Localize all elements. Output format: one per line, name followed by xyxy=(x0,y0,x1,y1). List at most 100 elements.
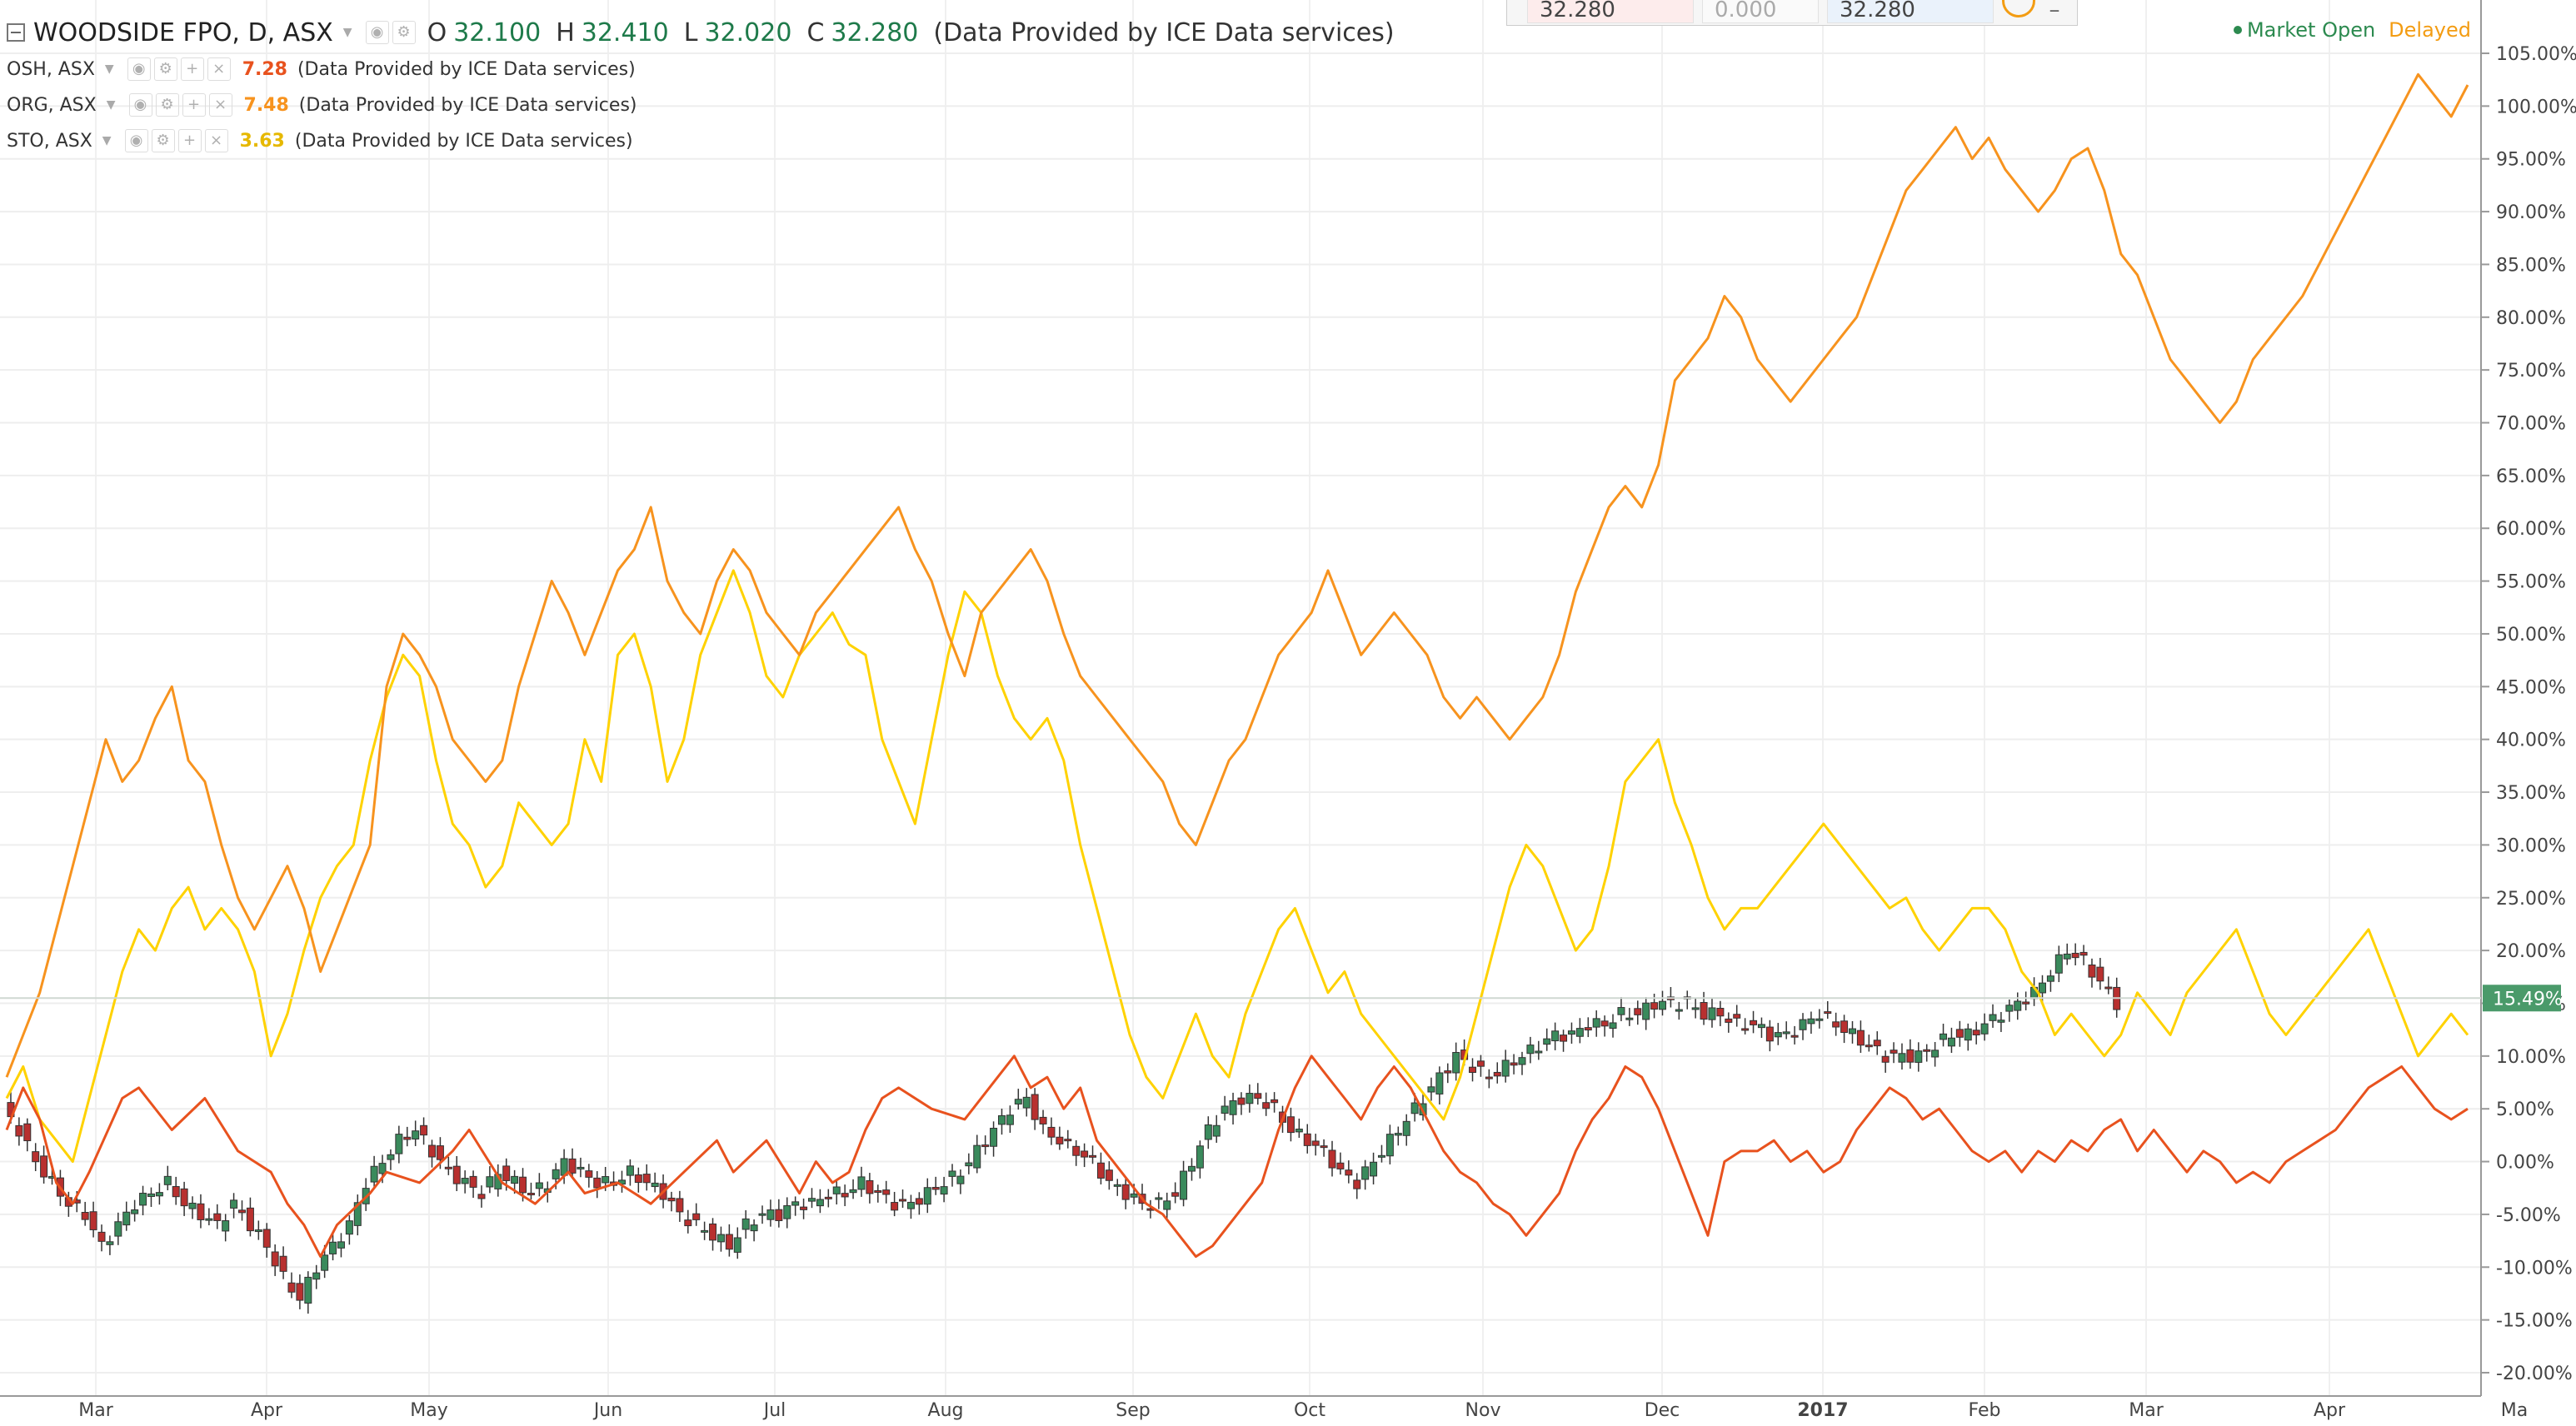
delayed-label[interactable]: Delayed xyxy=(2389,18,2471,42)
eye-icon[interactable]: ◉ xyxy=(124,129,148,152)
bid-value[interactable]: 32.280 xyxy=(1527,0,1694,23)
ring-icon[interactable] xyxy=(2002,0,2035,17)
candle xyxy=(1840,1015,1849,1044)
chevron-down-icon[interactable]: ▼ xyxy=(342,26,352,39)
candle-body xyxy=(1031,1094,1039,1120)
candle xyxy=(2104,976,2113,995)
candle-body xyxy=(1014,1099,1022,1104)
candle-body xyxy=(1765,1026,1774,1042)
candle-body xyxy=(1345,1169,1353,1176)
legend-symbol[interactable]: OSH, ASX xyxy=(7,58,95,80)
ask-value[interactable]: 32.280 xyxy=(1827,0,1994,23)
candle-body xyxy=(642,1174,651,1184)
candle xyxy=(1187,1158,1196,1181)
plus-icon[interactable]: + xyxy=(177,129,202,152)
candle xyxy=(1567,1022,1575,1045)
candle xyxy=(775,1199,783,1228)
plus-icon[interactable]: + xyxy=(182,93,206,117)
minus-icon[interactable]: – xyxy=(2049,0,2060,22)
candle-body xyxy=(709,1223,717,1241)
candle-body xyxy=(1840,1020,1849,1034)
candle xyxy=(1006,1105,1014,1133)
candle xyxy=(395,1125,403,1164)
gear-icon[interactable]: ⚙ xyxy=(392,21,416,44)
candle xyxy=(1072,1139,1081,1166)
candle xyxy=(1254,1083,1262,1105)
candle-body xyxy=(1947,1037,1955,1047)
candle xyxy=(353,1194,362,1236)
low-value: 32.020 xyxy=(704,17,792,47)
main-symbol[interactable]: WOODSIDE FPO, D, ASX xyxy=(33,17,333,47)
candle-body xyxy=(15,1124,23,1137)
candle xyxy=(1865,1035,1873,1052)
close-icon[interactable]: × xyxy=(207,57,231,81)
candle xyxy=(716,1226,725,1252)
gear-icon[interactable]: ⚙ xyxy=(153,57,177,81)
candle xyxy=(1427,1077,1435,1101)
candle-body xyxy=(1915,1050,1923,1063)
candle xyxy=(791,1196,800,1216)
gear-icon[interactable]: ⚙ xyxy=(155,93,179,117)
candle xyxy=(213,1204,222,1229)
x-tick-label: Jul xyxy=(762,1400,786,1421)
eye-icon[interactable]: ◉ xyxy=(127,57,151,81)
candle xyxy=(758,1205,766,1224)
candle xyxy=(262,1223,271,1258)
candle xyxy=(841,1184,849,1207)
candle xyxy=(345,1214,353,1245)
candle xyxy=(1469,1058,1477,1082)
candle xyxy=(882,1180,891,1204)
candle xyxy=(1750,1010,1758,1034)
price-axis[interactable]: -20.00% -15.00% -10.00% -5.00% 0.00% 5.00% 10.… xyxy=(2480,0,2576,1396)
gear-icon[interactable]: ⚙ xyxy=(151,129,175,152)
close-icon[interactable]: × xyxy=(204,129,228,152)
candle xyxy=(1560,1030,1568,1052)
candle-body xyxy=(651,1182,659,1188)
chevron-down-icon[interactable]: ▼ xyxy=(106,98,116,112)
candle-body xyxy=(1039,1116,1047,1124)
candle-body xyxy=(725,1234,733,1250)
candle xyxy=(1180,1160,1188,1207)
candle-body xyxy=(1650,1002,1659,1010)
candle-body xyxy=(1072,1145,1081,1156)
close-icon[interactable]: × xyxy=(208,93,232,117)
candle xyxy=(593,1171,602,1199)
candle-body xyxy=(213,1213,222,1221)
comparison-lines xyxy=(5,72,2469,1259)
candle-body xyxy=(1815,1018,1824,1021)
chevron-down-icon[interactable]: ▼ xyxy=(104,62,114,76)
candle xyxy=(965,1153,973,1174)
candle-body xyxy=(246,1207,254,1232)
candle-body xyxy=(97,1231,106,1242)
legend-symbol[interactable]: STO, ASX xyxy=(7,130,92,152)
x-tick-label: 2017 xyxy=(1797,1400,1848,1421)
close-key: C xyxy=(806,17,825,47)
candle xyxy=(287,1272,296,1299)
candle xyxy=(1089,1145,1097,1164)
candle-body xyxy=(1535,1050,1543,1054)
candle xyxy=(1370,1152,1378,1184)
eye-icon[interactable]: ◉ xyxy=(365,21,389,44)
candle-body xyxy=(502,1165,511,1181)
plus-icon[interactable]: + xyxy=(180,57,204,81)
candle-body xyxy=(345,1220,353,1235)
candle-body xyxy=(832,1186,841,1194)
candle xyxy=(1295,1118,1303,1138)
candle-body xyxy=(1047,1126,1056,1138)
candle xyxy=(197,1194,205,1229)
candle-body xyxy=(857,1176,866,1190)
legend-symbol[interactable]: ORG, ASX xyxy=(7,94,97,116)
candle-body xyxy=(1832,1021,1840,1028)
time-axis[interactable]: Mar Apr May Jun Jul Aug Sep Oct Nov Dec 2017 Feb Mar… xyxy=(0,1395,2528,1421)
candle-body xyxy=(1237,1097,1246,1105)
chevron-down-icon[interactable]: ▼ xyxy=(102,134,112,147)
candle xyxy=(676,1190,684,1222)
candle-body xyxy=(1089,1154,1097,1158)
order-widget[interactable]: 32.280 0.000 32.280 – xyxy=(1506,0,2078,26)
eye-icon[interactable]: ◉ xyxy=(128,93,152,117)
collapse-icon[interactable] xyxy=(7,23,25,42)
y-tick-label: 95.00% xyxy=(2496,150,2566,171)
candle xyxy=(832,1181,841,1204)
candle-body xyxy=(1526,1045,1535,1055)
